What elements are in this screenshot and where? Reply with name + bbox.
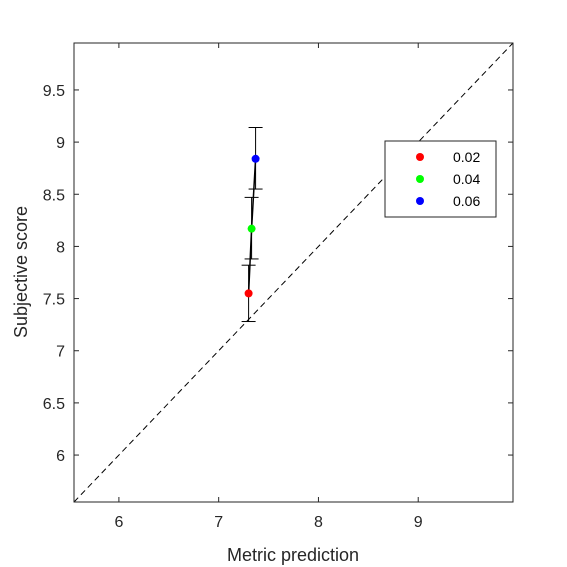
y-axis-ticks: 6 6.5 7 7.5 8 8.5 9 9.5 [43,83,513,465]
x-axis-label: Metric prediction [227,545,359,565]
plot-frame [73,42,514,503]
data-point [247,224,256,233]
y-tick-label: 7 [56,344,65,361]
data-point [244,289,253,298]
y-tick-label: 9 [56,135,65,152]
legend-marker [416,197,424,205]
x-axis-ticks: 6 7 8 9 [114,43,423,531]
legend-marker [416,175,424,183]
y-tick-label: 9.5 [43,83,65,100]
y-tick-label: 8 [56,239,65,256]
y-tick-label: 8.5 [43,187,65,204]
legend-label: 0.06 [453,193,480,209]
reference-line-layer [73,42,514,503]
y-tick-label: 6 [56,448,65,465]
y-axis-label: Subjective score [11,206,31,338]
legend-marker [416,153,424,161]
x-tick-label: 8 [314,514,323,531]
legend-label: 0.04 [453,171,480,187]
y-tick-label: 7.5 [43,292,65,309]
series-layer [241,126,263,323]
x-tick-label: 6 [114,514,123,531]
y-tick-label: 6.5 [43,396,65,413]
x-tick-label: 9 [414,514,423,531]
data-point [251,154,260,163]
legend-box [384,140,497,218]
reference-line [73,42,514,503]
legend-label: 0.02 [453,149,480,165]
x-tick-label: 7 [214,514,223,531]
legend: 0.02 0.04 0.06 [384,140,497,218]
